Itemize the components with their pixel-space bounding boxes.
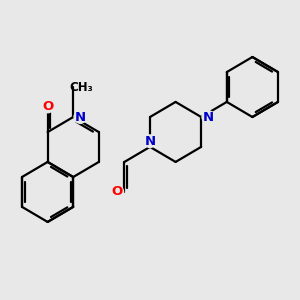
Circle shape <box>41 100 54 113</box>
Circle shape <box>202 111 214 123</box>
Text: N: N <box>75 110 86 124</box>
Text: CH₃: CH₃ <box>70 81 94 94</box>
Text: N: N <box>144 135 156 148</box>
Text: O: O <box>42 100 53 113</box>
Text: N: N <box>203 110 214 124</box>
Circle shape <box>74 111 87 123</box>
Text: O: O <box>112 185 123 198</box>
Circle shape <box>144 135 156 147</box>
Circle shape <box>76 81 88 93</box>
Circle shape <box>111 185 124 198</box>
